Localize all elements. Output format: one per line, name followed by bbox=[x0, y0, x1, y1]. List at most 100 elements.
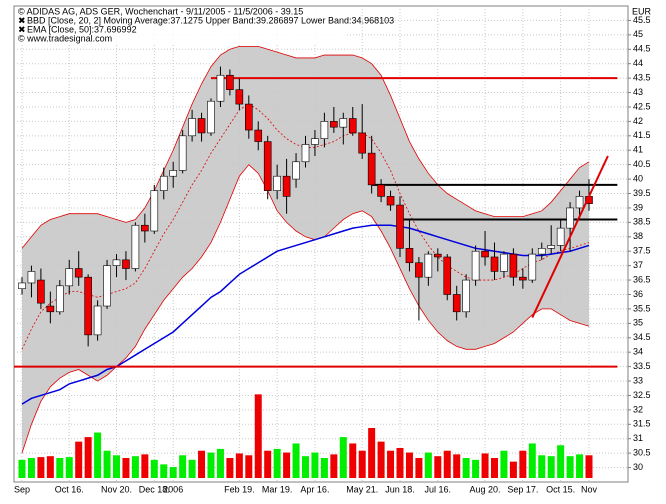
candle-body bbox=[386, 196, 395, 206]
candle-body bbox=[65, 268, 74, 287]
volume-bar bbox=[264, 450, 272, 478]
candle-body bbox=[320, 121, 329, 140]
candle-body bbox=[74, 268, 83, 278]
source: © www.tradesignal.com bbox=[18, 33, 112, 43]
volume-bar bbox=[179, 455, 187, 478]
candle-body bbox=[18, 282, 26, 290]
x-tick-label: Jun 18. bbox=[385, 484, 415, 494]
volume-bar bbox=[84, 437, 92, 478]
y-tick-label: 44.5 bbox=[633, 44, 651, 54]
x-tick-label: Jul 16. bbox=[425, 484, 452, 494]
volume-bar bbox=[538, 455, 546, 478]
upper-band bbox=[21, 45, 590, 249]
volume-bar bbox=[283, 452, 291, 478]
candle-body bbox=[254, 129, 263, 142]
y-tick-label: 45 bbox=[633, 29, 643, 39]
volume-bar bbox=[216, 448, 224, 478]
trend-line bbox=[531, 155, 609, 318]
candle-body bbox=[245, 103, 253, 131]
candle-body bbox=[424, 253, 433, 278]
y-tick-label: 35.5 bbox=[633, 303, 651, 313]
volume-bar bbox=[254, 394, 262, 478]
volume-bar bbox=[311, 452, 319, 478]
volume-bar bbox=[443, 450, 451, 478]
candle-body bbox=[112, 259, 121, 266]
y-tick-label: 38.5 bbox=[633, 217, 651, 227]
volume-bar bbox=[235, 453, 243, 478]
volume-bar bbox=[188, 459, 196, 478]
volume-bar bbox=[94, 432, 102, 478]
candle-body bbox=[301, 144, 310, 163]
y-tick-label: 33 bbox=[633, 375, 643, 385]
candle-body bbox=[339, 118, 348, 128]
volume-bar bbox=[396, 448, 404, 478]
volume-bar bbox=[273, 448, 281, 478]
candle-body bbox=[141, 224, 149, 232]
candle-body bbox=[443, 256, 452, 295]
candle-body bbox=[178, 135, 187, 171]
volume-bar bbox=[358, 450, 366, 478]
volume-bar bbox=[122, 458, 130, 478]
volume-bar bbox=[150, 459, 158, 478]
volume-bar bbox=[500, 450, 508, 478]
y-tick-label: 32.5 bbox=[633, 390, 651, 400]
y-tick-label: 44 bbox=[633, 58, 643, 68]
candle-body bbox=[159, 175, 168, 191]
candle-body bbox=[433, 253, 442, 258]
candle-body bbox=[462, 279, 470, 313]
y-tick-label: 41.5 bbox=[633, 130, 651, 140]
x-tick-label: 2006 bbox=[163, 484, 183, 494]
y-tick-label: 32 bbox=[633, 404, 643, 414]
candle-body bbox=[207, 100, 215, 134]
candle-body bbox=[519, 276, 527, 281]
candle-body bbox=[263, 141, 272, 191]
x-tick-label: Feb 19. bbox=[224, 484, 255, 494]
candle-body bbox=[377, 184, 385, 197]
y-tick-label: 40.5 bbox=[633, 159, 651, 169]
volume-bar bbox=[377, 441, 385, 478]
candle-body bbox=[226, 74, 234, 90]
x-tick-label: Nov 20. bbox=[101, 484, 132, 494]
y-tick-label: 37 bbox=[633, 260, 643, 270]
volume-bar bbox=[198, 450, 206, 478]
volume-bar bbox=[103, 450, 111, 478]
currency: EUR bbox=[632, 6, 652, 16]
candle-body bbox=[358, 132, 367, 154]
volume-bar bbox=[65, 457, 73, 478]
candle-body bbox=[122, 259, 130, 269]
volume-bar bbox=[424, 452, 432, 478]
volume-bar bbox=[160, 464, 168, 478]
y-tick-label: 38 bbox=[633, 231, 643, 241]
volume-bar bbox=[27, 458, 35, 478]
legend-entry: BBD [Close, 20, 2] Moving Average:37.127… bbox=[27, 15, 394, 25]
volume-bar bbox=[131, 456, 139, 478]
volume-bar bbox=[46, 456, 54, 478]
candle-body bbox=[556, 227, 565, 246]
volume-bar bbox=[245, 455, 253, 478]
volume-bar bbox=[576, 454, 584, 478]
y-tick-label: 36 bbox=[633, 289, 643, 299]
candle-body bbox=[103, 265, 111, 307]
candle-body bbox=[311, 138, 319, 145]
volume-bar bbox=[368, 428, 376, 478]
candle-body bbox=[150, 190, 159, 232]
volume-bar bbox=[113, 455, 120, 478]
volume-bar bbox=[453, 454, 461, 478]
candle-body bbox=[500, 253, 508, 272]
volume-bar bbox=[547, 456, 555, 478]
volume-bar bbox=[481, 453, 489, 478]
y-tick-label: 41 bbox=[633, 145, 643, 155]
volume-bar bbox=[519, 450, 527, 478]
volume-bar bbox=[405, 452, 413, 478]
candle-body bbox=[537, 248, 546, 255]
y-tick-label: 42 bbox=[633, 116, 643, 126]
volume-bar bbox=[566, 456, 574, 478]
candle-body bbox=[490, 256, 499, 272]
volume-bar bbox=[528, 443, 536, 478]
volume-bar bbox=[18, 459, 26, 478]
y-tick-label: 45.5 bbox=[633, 15, 651, 25]
x-tick-label: Dec 18. bbox=[139, 484, 170, 494]
y-tick-label: 36.5 bbox=[633, 274, 651, 284]
volume-bar bbox=[37, 457, 45, 478]
